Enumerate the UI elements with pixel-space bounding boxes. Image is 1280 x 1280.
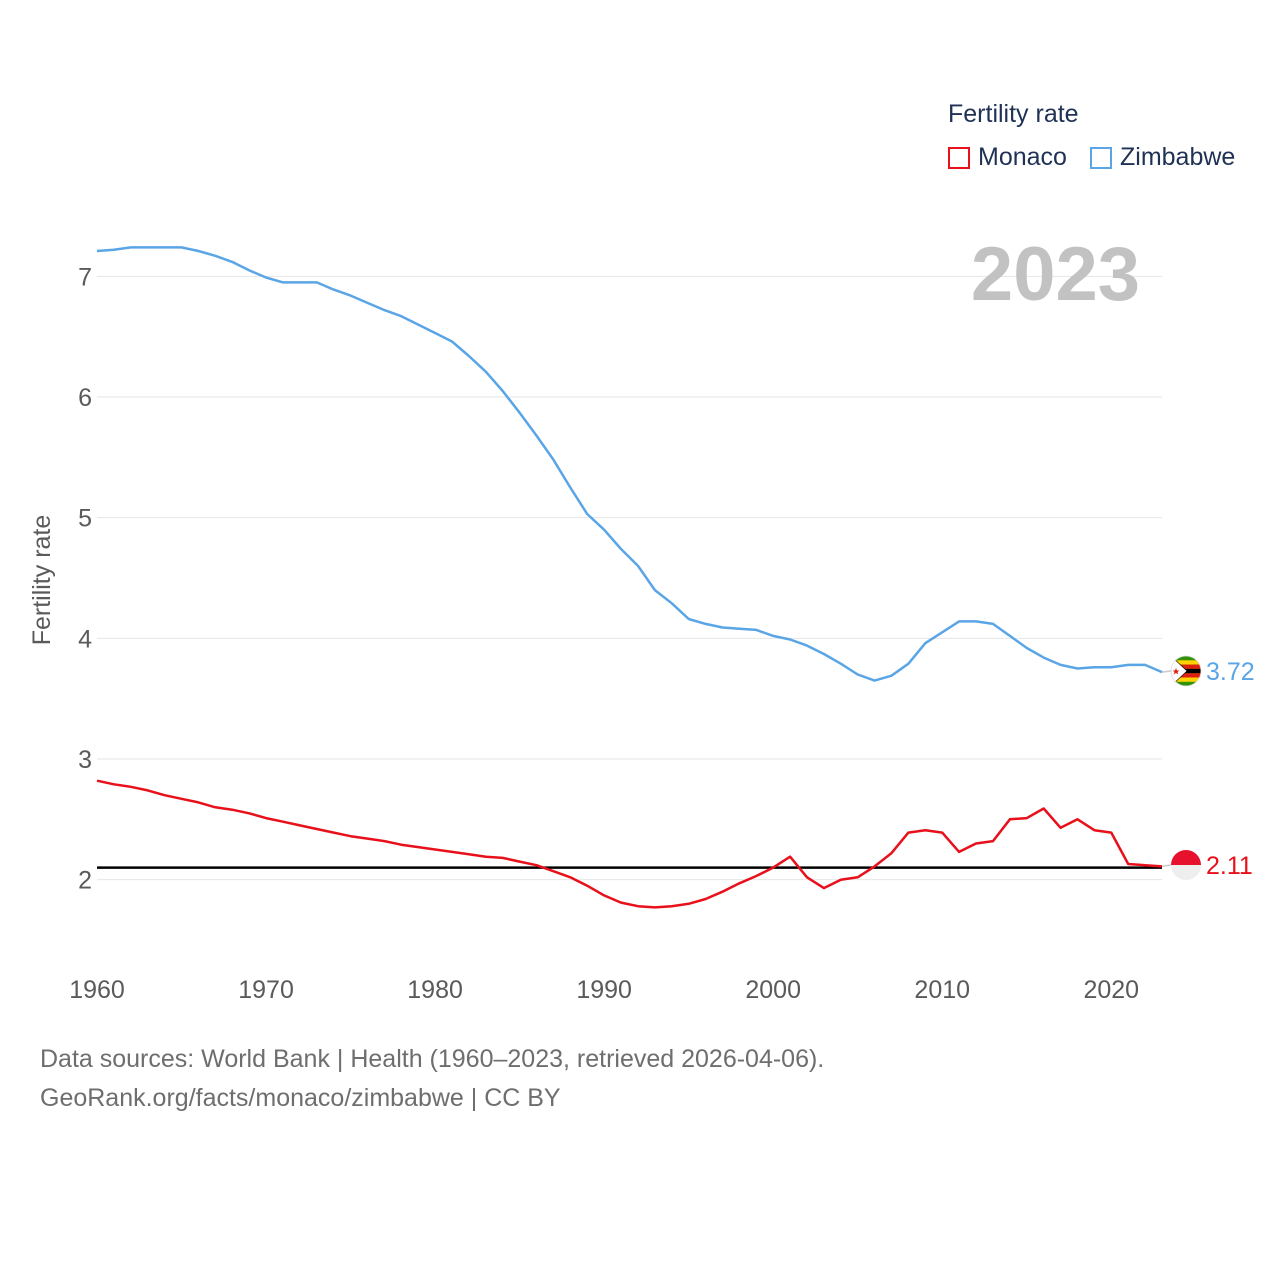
legend-swatch-zimbabwe (1090, 146, 1112, 169)
y-tick-label: 3 (78, 746, 92, 774)
y-tick-label: 5 (78, 505, 92, 533)
end-connector-zimbabwe (1161, 670, 1172, 673)
legend-item-zimbabwe[interactable]: Zimbabwe (1090, 143, 1235, 172)
x-tick-label: 1980 (407, 976, 463, 1004)
y-tick-label: 2 (78, 867, 92, 895)
x-tick-label: 1960 (69, 976, 125, 1004)
series-line-monaco[interactable] (96, 779, 1163, 909)
gridlines (97, 275, 1162, 881)
x-axis-ticks: 1960 1970 1980 1990 2000 2010 2020 (69, 976, 1139, 1004)
legend-item-monaco[interactable]: Monaco (948, 143, 1067, 172)
legend-title: Fertility rate (948, 100, 1079, 128)
source-link[interactable]: GeoRank.org/facts/monaco/zimbabwe | CC B… (40, 1084, 561, 1112)
series-line-zimbabwe[interactable] (96, 246, 1163, 682)
x-tick-label: 1970 (238, 976, 294, 1004)
y-axis-ticks: 2 3 4 5 6 7 (78, 263, 92, 894)
legend-swatch-monaco (948, 146, 970, 169)
series-lines (96, 246, 1163, 909)
legend-label-monaco: Monaco (978, 143, 1067, 171)
end-value-label-monaco: 2.11 (1206, 852, 1253, 880)
end-value-label-zimbabwe: 3.72 (1206, 658, 1255, 686)
y-tick-label: 4 (78, 625, 92, 653)
y-axis-label: Fertility rate (28, 515, 56, 646)
x-tick-label: 2020 (1083, 976, 1139, 1004)
y-tick-label: 7 (78, 263, 92, 291)
legend-label-zimbabwe: Zimbabwe (1120, 143, 1236, 171)
year-label: 2023 (971, 232, 1140, 317)
x-tick-label: 2010 (914, 976, 970, 1004)
series-end-markers (1170, 655, 1202, 880)
series-end-labels: 2.11 3.72 (1161, 658, 1255, 880)
monaco-flag-icon (1171, 850, 1201, 880)
zimbabwe-flag-icon (1170, 655, 1202, 687)
x-tick-label: 2000 (745, 976, 801, 1004)
x-tick-label: 1990 (576, 976, 632, 1004)
y-tick-label: 6 (78, 384, 92, 412)
end-connector-monaco (1161, 864, 1172, 868)
source-line-1: Data sources: World Bank | Health (1960–… (40, 1045, 825, 1073)
